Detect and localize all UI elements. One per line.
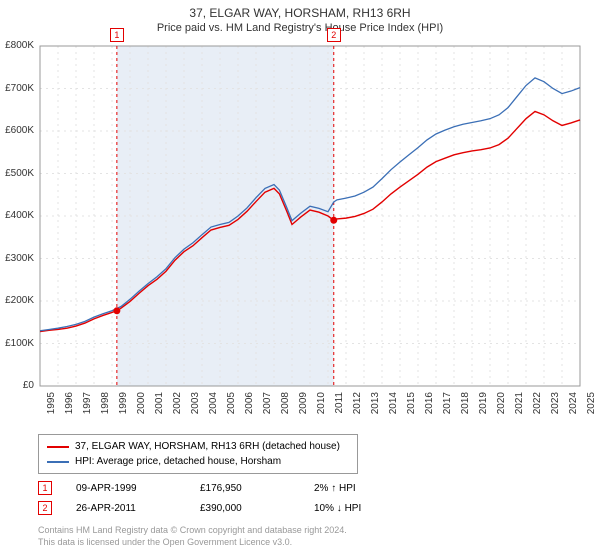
- x-axis-label: 2019: [478, 392, 489, 422]
- transaction-row: 1 09-APR-1999 £176,950 2% ↑ HPI: [38, 478, 600, 498]
- x-axis-label: 2023: [550, 392, 561, 422]
- legend-swatch: [47, 446, 69, 448]
- x-axis-label: 1999: [118, 392, 129, 422]
- legend-item: HPI: Average price, detached house, Hors…: [47, 454, 349, 469]
- transaction-marker-2: 2: [327, 28, 341, 42]
- legend-label: HPI: Average price, detached house, Hors…: [75, 456, 281, 467]
- chart-title: 37, ELGAR WAY, HORSHAM, RH13 6RH: [0, 0, 600, 22]
- x-axis-label: 1997: [82, 392, 93, 422]
- x-axis-label: 1995: [46, 392, 57, 422]
- y-axis-label: £500K: [0, 168, 34, 179]
- transaction-date: 09-APR-1999: [76, 483, 176, 494]
- y-axis-label: £0: [0, 380, 34, 391]
- transaction-marker-inline: 1: [38, 481, 52, 495]
- y-axis-label: £200K: [0, 295, 34, 306]
- x-axis-label: 1996: [64, 392, 75, 422]
- x-axis-label: 2001: [154, 392, 165, 422]
- x-axis-label: 2007: [262, 392, 273, 422]
- x-axis-label: 2015: [406, 392, 417, 422]
- x-axis-label: 2009: [298, 392, 309, 422]
- transaction-marker-inline: 2: [38, 501, 52, 515]
- x-axis-label: 2016: [424, 392, 435, 422]
- y-axis-label: £300K: [0, 253, 34, 264]
- legend-box: 37, ELGAR WAY, HORSHAM, RH13 6RH (detach…: [38, 434, 358, 474]
- footer-attribution: Contains HM Land Registry data © Crown c…: [38, 524, 600, 548]
- x-axis-label: 2012: [352, 392, 363, 422]
- chart-subtitle: Price paid vs. HM Land Registry's House …: [0, 22, 600, 40]
- x-axis-label: 2002: [172, 392, 183, 422]
- footer-line-2: This data is licensed under the Open Gov…: [38, 536, 600, 548]
- x-axis-label: 2024: [568, 392, 579, 422]
- y-axis-label: £700K: [0, 83, 34, 94]
- x-axis-label: 2000: [136, 392, 147, 422]
- legend-swatch: [47, 461, 69, 463]
- transaction-price: £390,000: [200, 503, 290, 514]
- x-axis-label: 2017: [442, 392, 453, 422]
- x-axis-label: 2018: [460, 392, 471, 422]
- transaction-delta: 2% ↑ HPI: [314, 483, 356, 494]
- transaction-delta: 10% ↓ HPI: [314, 503, 361, 514]
- x-axis-label: 2022: [532, 392, 543, 422]
- chart-svg: [36, 40, 596, 424]
- y-axis-label: £600K: [0, 125, 34, 136]
- x-axis-label: 2025: [586, 392, 597, 422]
- transaction-row: 2 26-APR-2011 £390,000 10% ↓ HPI: [38, 498, 600, 518]
- x-axis-label: 2014: [388, 392, 399, 422]
- x-axis-label: 2020: [496, 392, 507, 422]
- transaction-price: £176,950: [200, 483, 290, 494]
- chart-container: 37, ELGAR WAY, HORSHAM, RH13 6RH Price p…: [0, 0, 600, 560]
- x-axis-label: 2011: [334, 392, 345, 422]
- x-axis-label: 2008: [280, 392, 291, 422]
- legend-label: 37, ELGAR WAY, HORSHAM, RH13 6RH (detach…: [75, 441, 340, 452]
- legend-item: 37, ELGAR WAY, HORSHAM, RH13 6RH (detach…: [47, 439, 349, 454]
- x-axis-label: 2010: [316, 392, 327, 422]
- transaction-date: 26-APR-2011: [76, 503, 176, 514]
- y-axis-label: £800K: [0, 40, 34, 51]
- x-axis-label: 2005: [226, 392, 237, 422]
- x-axis-label: 2021: [514, 392, 525, 422]
- x-axis-label: 2003: [190, 392, 201, 422]
- y-axis-label: £400K: [0, 210, 34, 221]
- x-axis-label: 2004: [208, 392, 219, 422]
- x-axis-label: 1998: [100, 392, 111, 422]
- chart-area: £0£100K£200K£300K£400K£500K£600K£700K£80…: [36, 40, 596, 424]
- x-axis-label: 2006: [244, 392, 255, 422]
- x-axis-label: 2013: [370, 392, 381, 422]
- footer-line-1: Contains HM Land Registry data © Crown c…: [38, 524, 600, 536]
- transaction-marker-1: 1: [110, 28, 124, 42]
- transactions-table: 1 09-APR-1999 £176,950 2% ↑ HPI 2 26-APR-2011…: [38, 478, 600, 518]
- y-axis-label: £100K: [0, 338, 34, 349]
